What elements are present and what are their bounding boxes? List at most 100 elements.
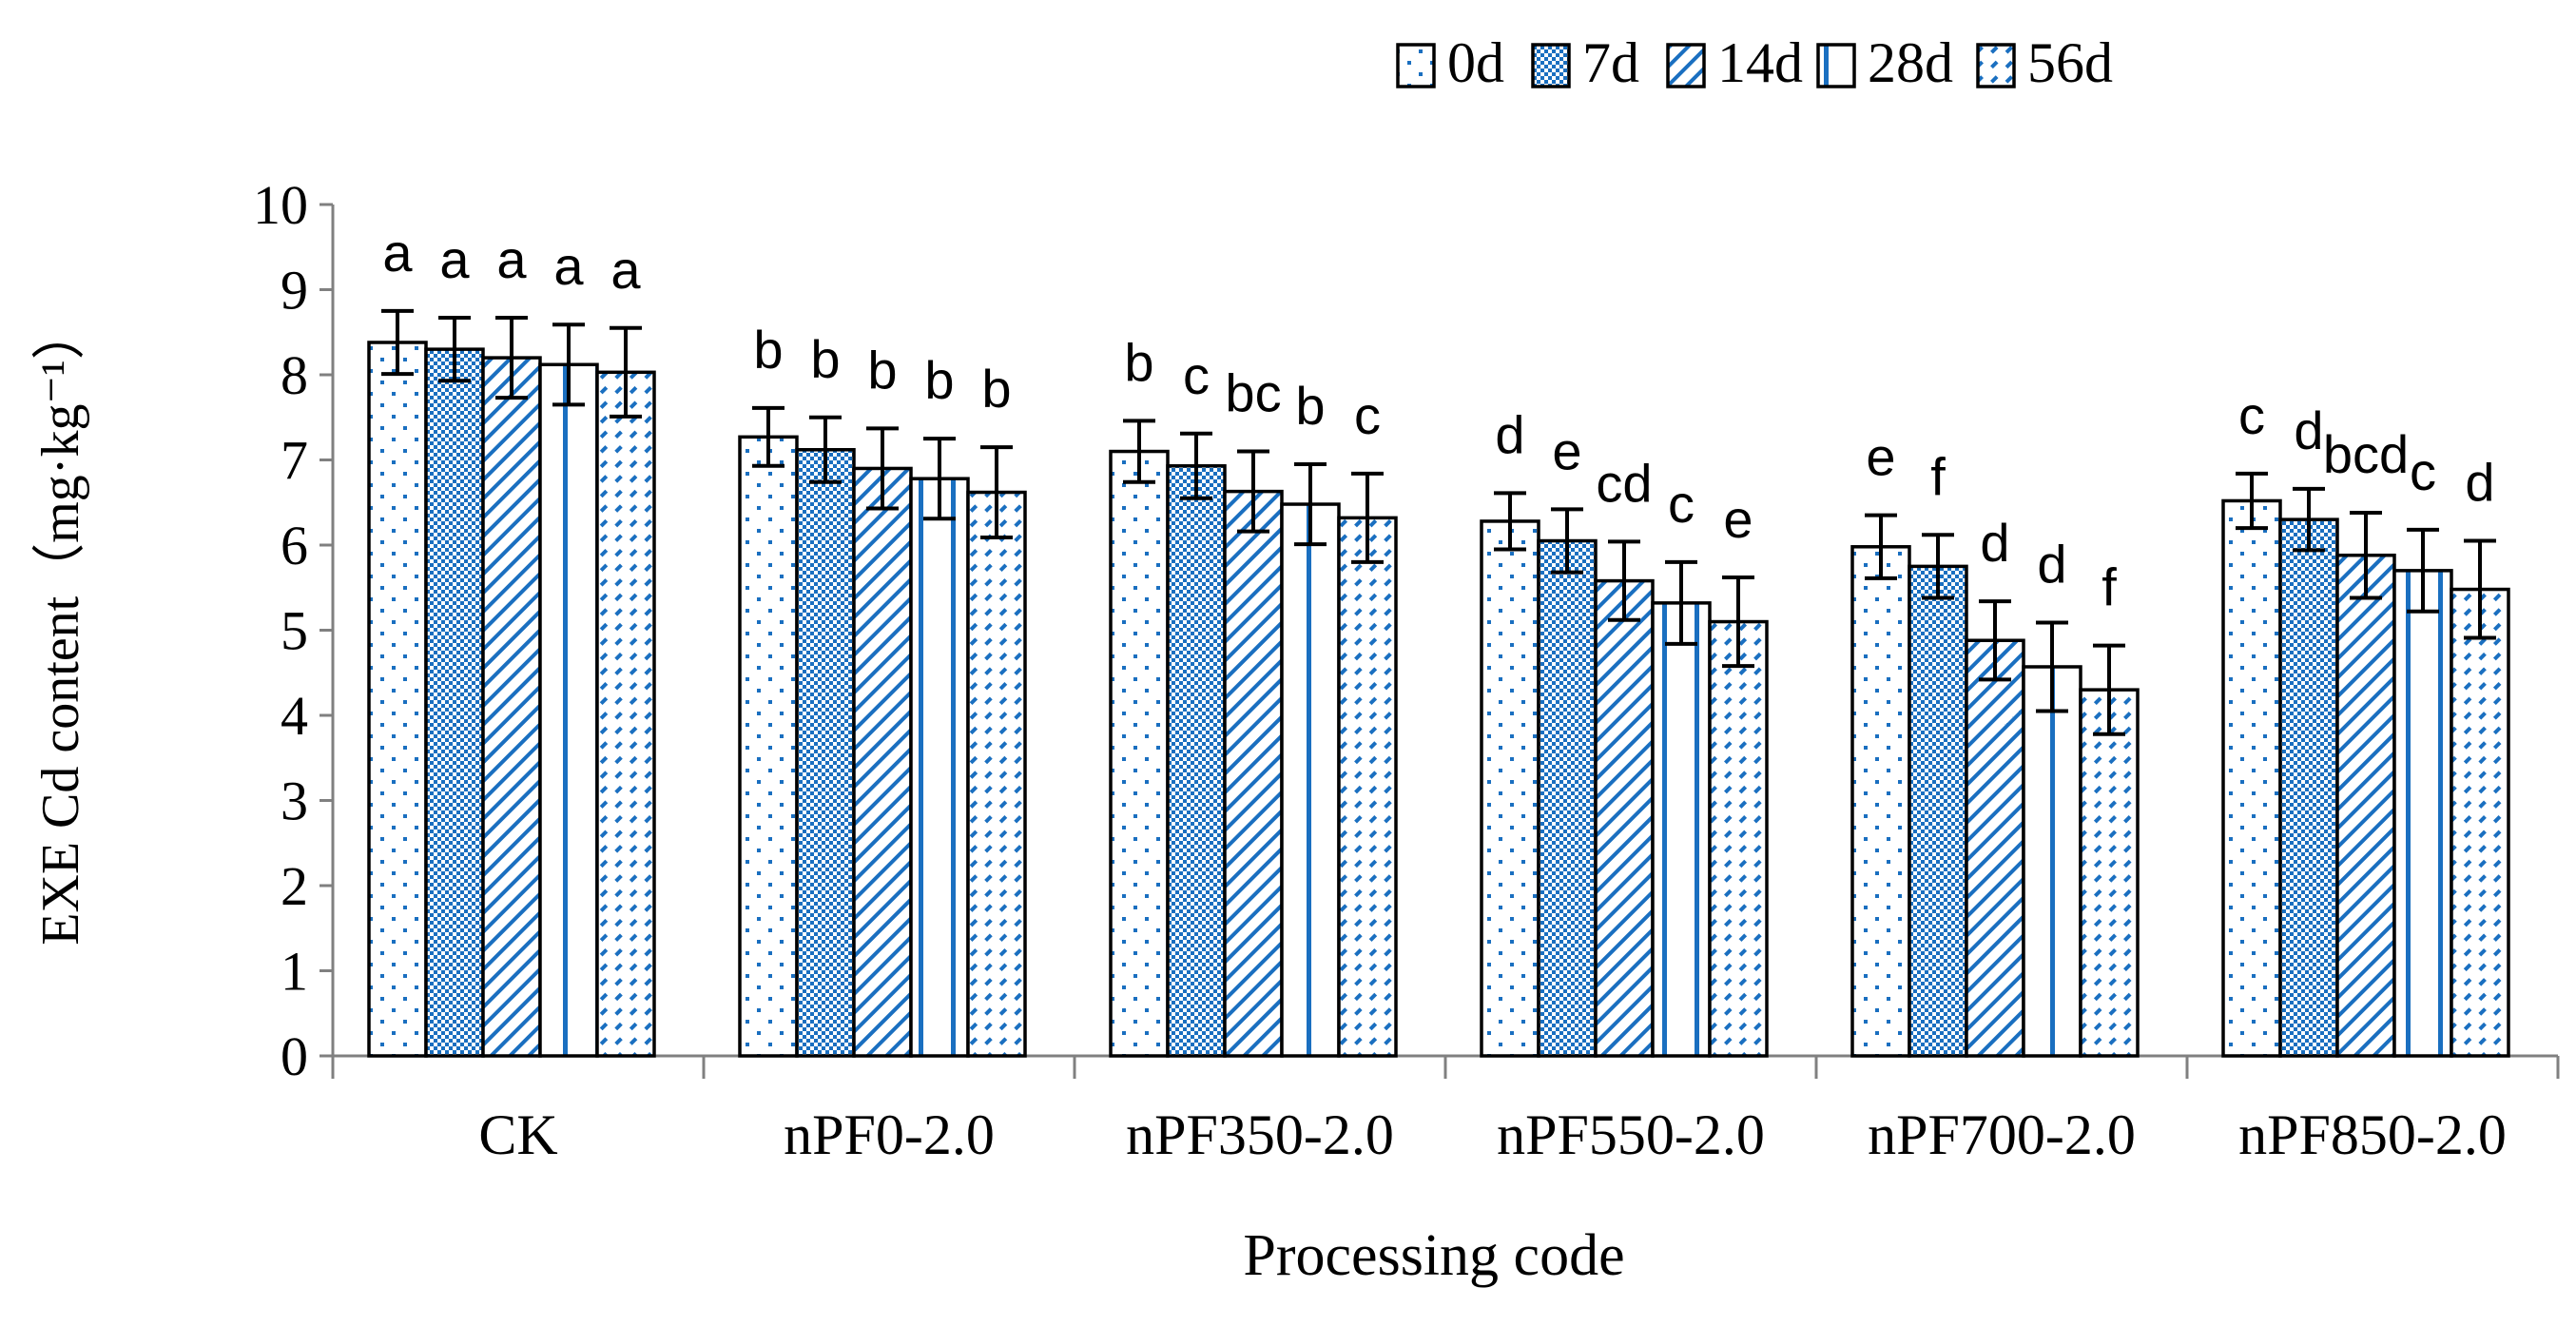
legend-swatch [1396,43,1436,88]
bar [909,477,970,1058]
legend-item: 0d [1396,31,1504,94]
significance-letter: b [867,340,897,400]
bar [1109,449,1170,1058]
y-tick-label: 10 [253,174,308,236]
bar [852,466,913,1058]
significance-letter: d [2294,400,2323,460]
bar [738,435,799,1058]
error-bar [1722,576,1754,669]
error-bar [1922,533,1954,600]
bar-group: b c bc b c [1109,332,1398,1058]
error-bar [2407,527,2439,614]
bar-group: e fd d f [1850,427,2140,1058]
significance-letter: b [753,320,783,380]
significance-letter: d [2465,453,2494,513]
legend-label: 56d [2027,31,2113,94]
error-bar [2293,486,2325,553]
significance-letter: a [496,229,527,289]
error-bar [1180,431,1212,500]
error-bar [1608,539,1640,622]
error-bar [923,437,956,521]
error-bar [1294,461,1327,547]
x-tick-label: nPF0-2.0 [784,1103,995,1166]
significance-letter: a [439,229,470,289]
x-tick-label: CK [478,1103,557,1166]
bar [1908,564,1968,1058]
legend-swatch [1976,43,2016,88]
legend-label: 7d [1582,31,1639,94]
significance-letter: a [382,223,413,283]
legend-swatch [1816,43,1856,88]
significance-letter: c [2410,441,2436,501]
error-bar [495,316,528,400]
error-bar [381,308,414,377]
error-bar [2464,538,2496,640]
bar [1594,578,1655,1058]
y-tick-label: 9 [281,260,308,322]
bar [1965,638,2025,1058]
significance-letter: b [981,359,1011,419]
significance-letter: b [1124,332,1153,392]
x-axis: CK nPF0-2.0 nPF350-2.0 nPF550-2.0 nPF700-2.0… [331,1054,2560,1166]
significance-letter: a [610,240,641,300]
bar [424,347,485,1058]
significance-letter: b [1295,376,1325,436]
legend-label: 0d [1447,31,1504,94]
y-axis-label: EXE Cd content（mg·kg⁻¹） [31,306,90,946]
bar [2079,688,2140,1058]
legend-swatch [1666,43,1706,88]
error-bar [2350,510,2382,600]
bar-groups: a a a a ab b b b b b c bc b c d ecd c ee fd d fc d bcd c d [367,223,2510,1058]
bar-group: c d bcd c d [2221,385,2510,1058]
x-axis-label: Processing code [1243,1223,1624,1288]
bar [966,490,1027,1058]
bar [1337,516,1398,1058]
significance-letter: c [2238,385,2265,445]
error-bar [752,405,784,468]
y-tick-label: 4 [281,685,308,747]
y-tick-label: 6 [281,515,308,576]
y-axis: 0 1 2 3 4 5 6 7 8 9 10 [253,174,335,1087]
error-bar [1237,449,1269,534]
error-bar [2093,643,2125,736]
significance-letter: c [1668,474,1695,534]
y-tick-label: 0 [281,1025,308,1087]
error-bar [866,426,899,511]
bar [2278,517,2339,1058]
legend-label: 14d [1717,31,1803,94]
x-tick-label: nPF550-2.0 [1497,1103,1765,1166]
bar [1480,519,1540,1058]
bar [481,356,542,1058]
error-bar [1494,491,1526,552]
bar [367,341,428,1058]
y-tick-label: 8 [281,344,308,406]
legend-label: 28d [1868,31,1953,94]
significance-letter: bc [1225,363,1281,423]
significance-letter: f [1930,446,1946,506]
error-bar [1979,599,2011,682]
bar [2022,665,2082,1058]
significance-letter: c [1354,385,1381,445]
bar [1651,601,1712,1058]
bar [2392,569,2453,1058]
significance-letter: e [1723,489,1753,549]
y-tick-label: 1 [281,941,308,1003]
significance-letter: e [1552,420,1581,480]
bar [1166,464,1227,1058]
error-bar [1865,513,1897,580]
significance-letter: a [553,236,584,296]
legend-item: 14d [1666,31,1803,94]
bar [2221,498,2282,1058]
x-tick-label: nPF350-2.0 [1126,1103,1394,1166]
bar [538,362,599,1058]
significance-letter: cd [1596,453,1652,513]
significance-letter: d [2037,534,2066,594]
bar [795,448,856,1058]
significance-letter: d [1495,404,1524,464]
bar [2335,553,2396,1058]
bar [1850,545,1911,1058]
error-bar [552,322,585,407]
legend-item: 56d [1976,31,2113,94]
